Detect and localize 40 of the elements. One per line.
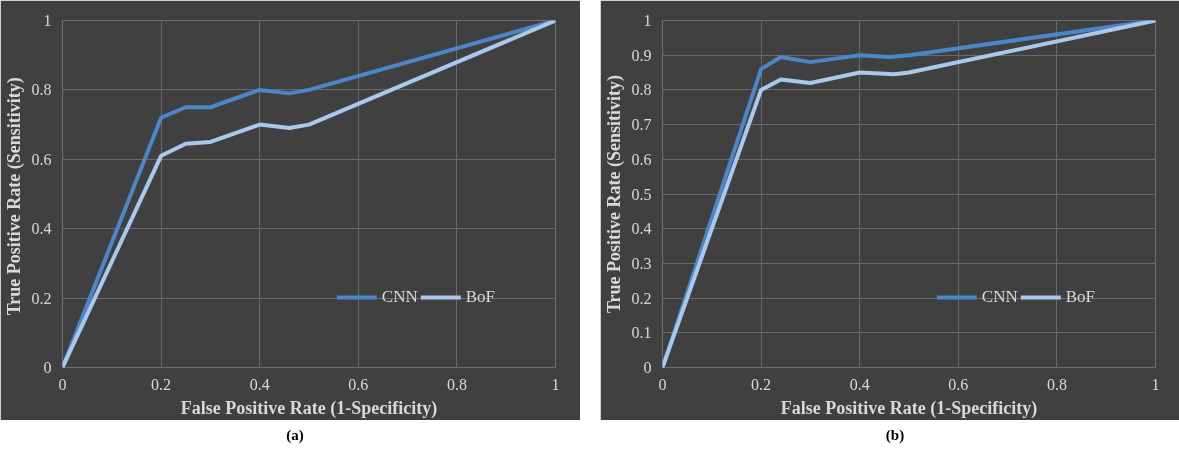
- y-tick-label: 1: [643, 12, 652, 29]
- x-tick-label: 0.2: [751, 375, 772, 393]
- y-tick-label: 0.4: [31, 220, 52, 238]
- y-tick-label: 0.9: [631, 46, 652, 64]
- y-axis-title: True Positive Rate (Sensitivity): [3, 77, 25, 316]
- x-tick-label: 0.8: [446, 375, 467, 393]
- x-tick-label: 1: [1151, 375, 1160, 393]
- y-tick-label: 0.6: [631, 150, 652, 168]
- x-tick-label: 0: [658, 375, 667, 393]
- y-axis-title: True Positive Rate (Sensitivity): [603, 74, 625, 314]
- legend-label: CNN: [381, 287, 418, 307]
- y-tick-label: 0.5: [631, 185, 652, 203]
- x-tick-label: 1: [551, 375, 560, 393]
- y-tick-label: 0: [643, 359, 652, 376]
- legend-label: BoF: [1065, 287, 1095, 307]
- legend-label: CNN: [981, 287, 1018, 307]
- x-tick-label: 0.8: [1046, 375, 1067, 393]
- y-tick-label: 1: [43, 12, 52, 29]
- x-axis-title: False Positive Rate (1-Specificity): [180, 397, 438, 419]
- y-tick-label: 0.8: [31, 81, 52, 99]
- x-tick-label: 0.2: [151, 375, 172, 393]
- y-tick-label: 0.2: [631, 289, 652, 307]
- x-tick-label: 0.4: [249, 375, 270, 393]
- y-tick-label: 0: [43, 359, 52, 376]
- y-tick-label: 0.2: [31, 289, 52, 307]
- y-tick-label: 0.8: [631, 81, 652, 99]
- line-series: [62, 20, 556, 368]
- legend-label: BoF: [465, 287, 495, 307]
- y-tick-label: 0.7: [631, 116, 652, 134]
- y-tick-label: 0.3: [631, 254, 652, 272]
- x-axis-title: False Positive Rate (1-Specificity): [780, 397, 1038, 419]
- y-tick-label: 0.6: [31, 150, 52, 168]
- x-tick-label: 0.4: [849, 375, 870, 393]
- x-tick-label: 0: [58, 375, 67, 393]
- text: (a): [286, 426, 304, 445]
- x-tick-label: 0.6: [348, 375, 369, 393]
- x-tick-label: 0.6: [948, 375, 969, 393]
- text: (b): [885, 426, 905, 445]
- y-tick-label: 0.4: [631, 220, 652, 238]
- y-tick-label: 0.1: [631, 324, 652, 342]
